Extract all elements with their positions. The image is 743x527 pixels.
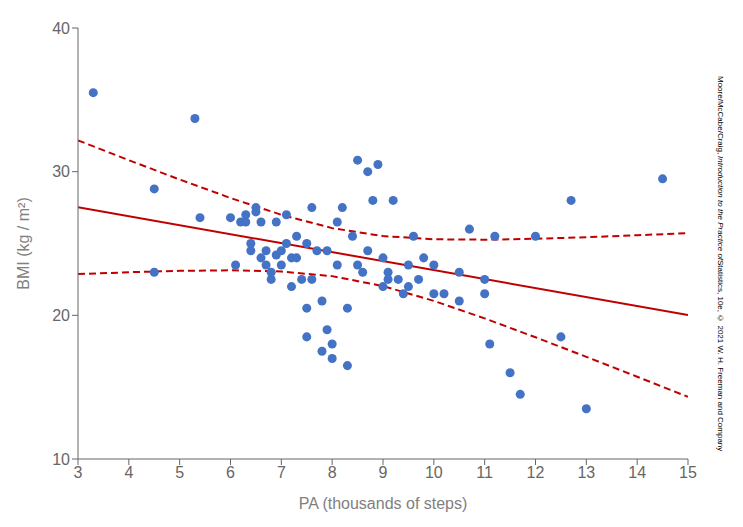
svg-text:6: 6 xyxy=(226,464,235,481)
html-text:Moore/McCabe/Craig,: Moore/McCabe/Craig, xyxy=(716,75,725,156)
svg-text:11: 11 xyxy=(476,464,493,481)
svg-text:15: 15 xyxy=(679,464,697,481)
svg-text:20: 20 xyxy=(52,307,70,324)
svg-text:PA (thousands of steps): PA (thousands of steps) xyxy=(299,495,468,512)
svg-text:13: 13 xyxy=(577,464,595,481)
svg-text:10: 10 xyxy=(52,451,70,468)
svg-text:8: 8 xyxy=(328,464,337,481)
html-text:Introduction to the Practice o: Introduction to the Practice of xyxy=(716,156,725,261)
svg-text:BMI (kg / m²): BMI (kg / m²) xyxy=(15,197,32,289)
svg-text:7: 7 xyxy=(277,464,286,481)
svg-text:12: 12 xyxy=(527,464,545,481)
svg-text:40: 40 xyxy=(52,20,70,37)
html-text:Statistics, 10e, © 2021 W. H.: Statistics, 10e, © 2021 W. H. Freeman an… xyxy=(716,260,725,452)
svg-text:30: 30 xyxy=(52,163,70,180)
svg-text:10: 10 xyxy=(425,464,443,481)
svg-text:4: 4 xyxy=(124,464,133,481)
svg-text:14: 14 xyxy=(628,464,646,481)
svg-text:9: 9 xyxy=(379,464,388,481)
svg-text:3: 3 xyxy=(74,464,83,481)
svg-text:5: 5 xyxy=(175,464,184,481)
